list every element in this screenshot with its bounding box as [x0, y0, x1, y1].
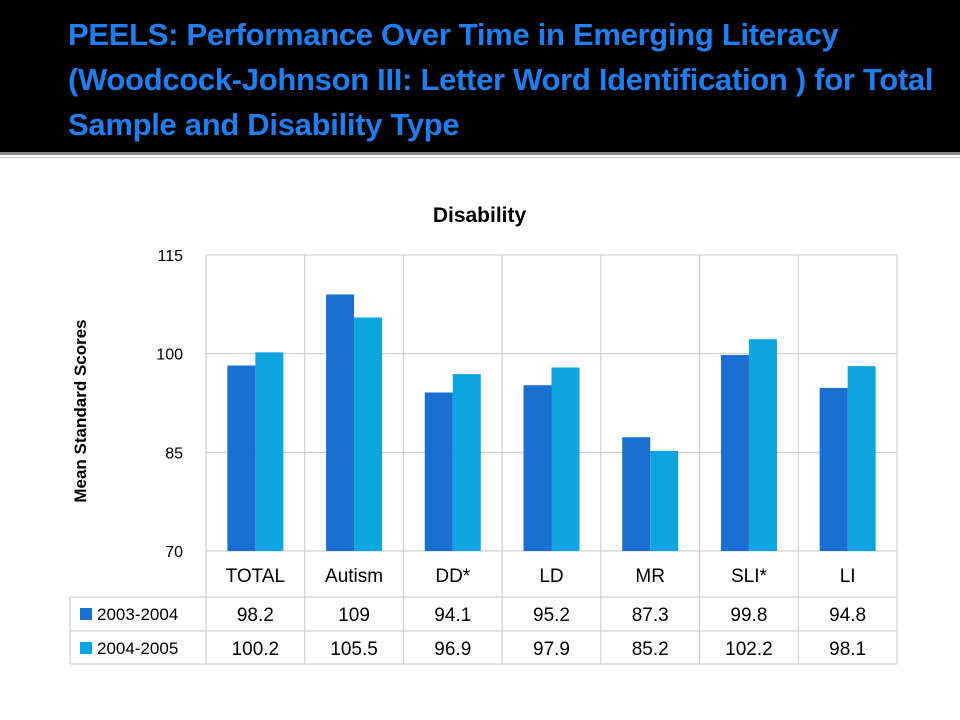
bar-2004-2005-DD* [452, 374, 481, 551]
data-label: 100.2 [232, 639, 280, 660]
data-label: 94.8 [829, 605, 866, 626]
bar-2003-2004-SLI* [720, 354, 749, 551]
data-label: 94.1 [434, 605, 471, 626]
legend-label: 2004-2005 [97, 639, 178, 658]
x-tick-label: Autism [325, 566, 383, 587]
chart-title: Disability [433, 204, 527, 227]
title-divider [0, 152, 960, 155]
y-tick-label: 85 [165, 445, 183, 462]
bar-2004-2005-TOTAL [255, 352, 284, 551]
x-tick-label: SLI* [731, 566, 768, 587]
bar-2004-2005-SLI* [748, 339, 777, 551]
data-label: 102.2 [725, 639, 773, 660]
data-label: 97.9 [533, 639, 570, 660]
x-tick-label: MR [635, 566, 665, 587]
bar-2003-2004-Autism [326, 294, 355, 551]
x-tick-label: TOTAL [226, 566, 285, 587]
data-label: 99.8 [730, 605, 767, 626]
title-bar: PEELS: Performance Over Time in Emerging… [0, 0, 960, 152]
slide-title: PEELS: Performance Over Time in Emerging… [68, 17, 934, 142]
bar-2004-2005-LD [551, 367, 580, 551]
y-tick-label: 70 [165, 544, 183, 561]
data-label: 85.2 [632, 639, 669, 660]
legend-swatch [80, 642, 92, 654]
bar-2004-2005-Autism [354, 317, 383, 551]
bar-2003-2004-TOTAL [227, 365, 256, 551]
legend-swatch [80, 608, 92, 620]
bar-2004-2005-LI [847, 366, 876, 551]
y-tick-label: 100 [156, 347, 183, 364]
x-tick-label: LI [840, 566, 856, 587]
bar-2003-2004-MR [622, 437, 651, 551]
data-label: 96.9 [434, 639, 471, 660]
y-axis-label: Mean Standard Scores [71, 319, 90, 502]
bar-2004-2005-MR [650, 451, 679, 551]
bar-2003-2004-LI [819, 387, 848, 551]
data-label: 98.2 [237, 605, 274, 626]
data-label: 87.3 [632, 605, 669, 626]
data-label: 98.1 [829, 639, 866, 660]
data-label: 95.2 [533, 605, 570, 626]
y-tick-label: 115 [157, 248, 183, 265]
x-tick-label: LD [539, 566, 563, 587]
legend-label: 2003-2004 [97, 605, 178, 624]
bar-2003-2004-DD* [424, 392, 453, 551]
title-divider-thin [0, 157, 960, 158]
x-tick-label: DD* [435, 566, 470, 587]
data-label: 105.5 [330, 639, 378, 660]
data-label: 109 [338, 605, 370, 626]
bar-2003-2004-LD [523, 385, 552, 551]
